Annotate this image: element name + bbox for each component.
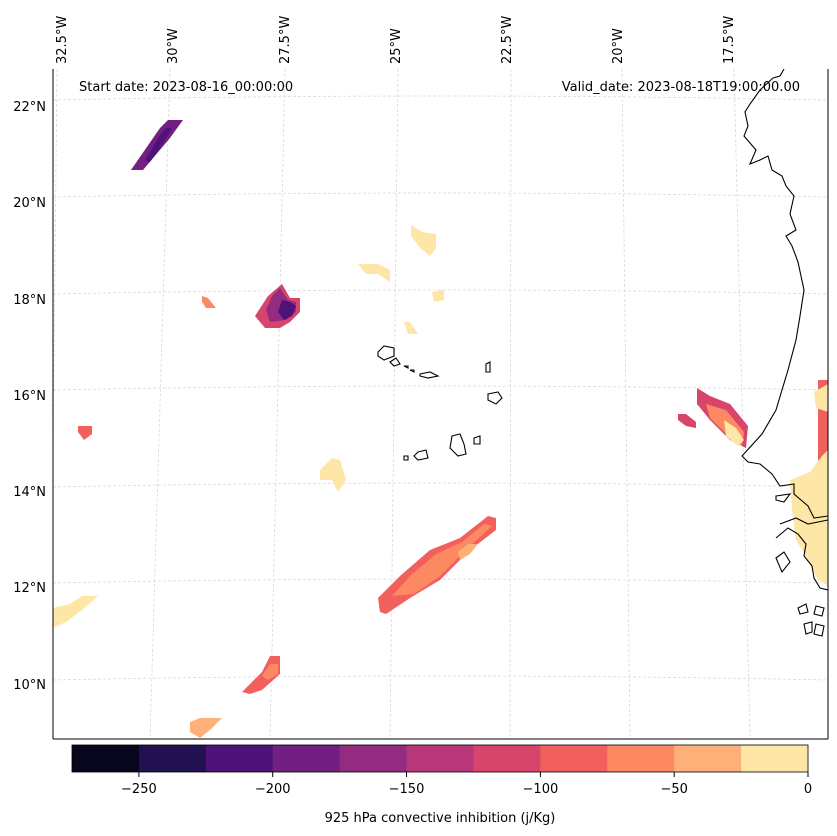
cin-region-central-band-inner — [392, 524, 492, 596]
colorbar-cell — [272, 745, 341, 772]
colorbar-outline — [71, 744, 809, 773]
lon-label-20w: 20°W — [611, 28, 626, 64]
lat-label-22n: 22°N — [13, 100, 46, 115]
guinea-bissau-coastline — [775, 517, 828, 591]
cape-verde-sao-vicente — [389, 357, 401, 367]
cin-region-small-red-1 — [78, 426, 92, 440]
cape-verde-sao-nicolau — [409, 369, 440, 379]
cin-region-small-orange-1 — [202, 296, 216, 308]
colorbar-cell — [406, 745, 474, 772]
colorbar-tick-neg50: −50 — [660, 782, 687, 797]
colorbar-tick-labels: −250 −200 −150 −100 −50 0 — [121, 782, 812, 797]
colorbar-tick-neg200: −200 — [255, 782, 291, 797]
lon-label-17-5w: 17.5°W — [722, 16, 737, 64]
cin-region-east-yellow — [724, 420, 744, 446]
lat-label-10n: 10°N — [13, 678, 46, 693]
cape-verde-sal — [485, 361, 491, 373]
colorbar-cell — [138, 745, 207, 772]
lon-label-25w: 25°W — [389, 28, 404, 64]
colorbar-cell — [339, 745, 408, 772]
colorbar-cell — [674, 745, 742, 772]
cin-region-bottom-red-light — [262, 664, 278, 680]
colorbar-cells — [72, 745, 809, 772]
map-frame — [52, 69, 829, 740]
map-area — [53, 69, 828, 739]
cin-region-yellow-3 — [432, 290, 444, 302]
colorbar-tick-neg100: −100 — [523, 782, 559, 797]
coastlines — [377, 69, 828, 637]
cape-verde-brava — [403, 455, 409, 461]
colorbar-cell — [205, 745, 274, 772]
cin-region-yellow-1 — [411, 225, 436, 256]
colorbar-tick-0: 0 — [804, 782, 812, 797]
lat-label-12n: 12°N — [13, 581, 46, 596]
cin-region-left-yellow — [53, 596, 98, 628]
lat-label-20n: 20°N — [13, 196, 46, 211]
colorbar-tick-neg150: −150 — [389, 782, 425, 797]
cin-region-coast-yellow — [790, 450, 828, 586]
cin-region-yellow-5 — [320, 458, 346, 492]
cape-verde-santiago — [449, 433, 467, 457]
lon-label-30w: 30°W — [166, 28, 181, 64]
lon-label-27-5w: 27.5°W — [278, 16, 293, 64]
colorbar-cell — [473, 745, 541, 772]
lat-label-16n: 16°N — [13, 389, 46, 404]
colorbar-cell — [540, 745, 608, 772]
lon-label-32-5w: 32.5°W — [55, 16, 70, 64]
cin-region-central-band-light — [458, 544, 478, 560]
cin-fields — [53, 120, 828, 738]
cin-region-yellow-2 — [358, 264, 390, 282]
valid-date-label: Valid_date: 2023-08-18T19:00:00.00 — [562, 80, 800, 95]
cape-verde-santo-antao — [377, 345, 395, 361]
colorbar-tick-neg250: −250 — [121, 782, 157, 797]
colorbar-cell — [72, 745, 140, 772]
cape-verde-maio — [473, 435, 481, 445]
colorbar-cell — [741, 745, 809, 772]
lon-label-22-5w: 22.5°W — [500, 16, 515, 64]
senegal-coast-shape — [775, 551, 791, 574]
colorbar-ticks — [138, 772, 809, 777]
cin-region-purple-blob-core — [278, 300, 296, 320]
longitude-labels: 32.5°W 30°W 27.5°W 25°W 22.5°W 20°W 17.5… — [55, 16, 737, 64]
cin-region-bottom-tan — [190, 718, 222, 738]
cin-region-nw-purple-core — [145, 128, 172, 162]
cin-region-yellow-4 — [404, 322, 418, 334]
cape-verde-fogo — [413, 449, 429, 461]
bissagos-islands — [797, 603, 825, 637]
start-date-label: Start date: 2023-08-16_00:00:00 — [79, 80, 293, 95]
colorbar-label: 925 hPa convective inhibition (j/Kg) — [325, 811, 556, 826]
colorbar: −250 −200 −150 −100 −50 0 925 hPa convec… — [71, 744, 812, 826]
gambia-coastline — [775, 493, 792, 503]
cin-region-east-small-red — [678, 414, 696, 428]
africa-coastline — [741, 69, 828, 519]
cin-region-coast-yellow-2 — [814, 384, 828, 412]
colorbar-cell — [607, 745, 675, 772]
cape-verde-boa-vista — [487, 391, 503, 405]
latitude-labels: 22°N 20°N 18°N 16°N 14°N 12°N 10°N — [13, 100, 46, 693]
cape-verde-santa-luzia — [403, 365, 409, 369]
gridlines — [53, 69, 828, 739]
lat-label-14n: 14°N — [13, 485, 46, 500]
lat-label-18n: 18°N — [13, 293, 46, 308]
